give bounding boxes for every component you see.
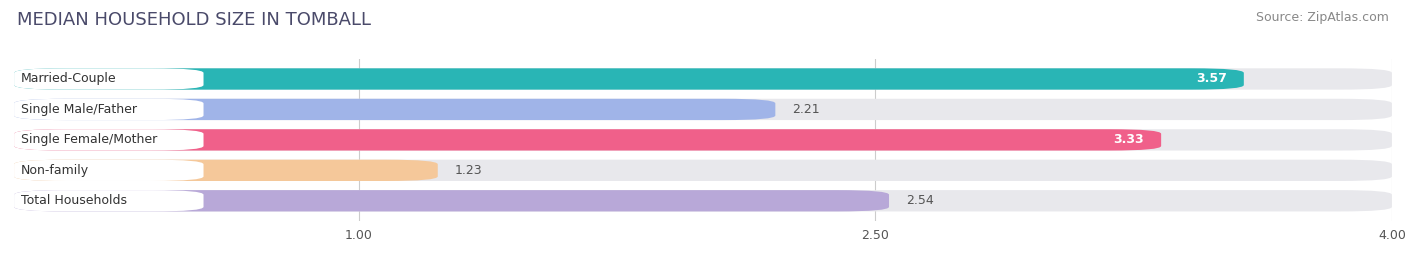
Text: Source: ZipAtlas.com: Source: ZipAtlas.com <box>1256 11 1389 24</box>
Text: 2.21: 2.21 <box>793 103 820 116</box>
FancyBboxPatch shape <box>14 68 1392 90</box>
Text: 2.54: 2.54 <box>907 194 934 207</box>
FancyBboxPatch shape <box>14 68 1244 90</box>
FancyBboxPatch shape <box>14 129 204 151</box>
FancyBboxPatch shape <box>14 129 1392 151</box>
FancyBboxPatch shape <box>14 99 1392 120</box>
FancyBboxPatch shape <box>14 190 889 211</box>
FancyBboxPatch shape <box>14 129 1161 151</box>
Text: Married-Couple: Married-Couple <box>21 72 117 86</box>
Text: MEDIAN HOUSEHOLD SIZE IN TOMBALL: MEDIAN HOUSEHOLD SIZE IN TOMBALL <box>17 11 371 29</box>
FancyBboxPatch shape <box>14 160 437 181</box>
Text: 1.23: 1.23 <box>456 164 482 177</box>
Text: 3.57: 3.57 <box>1195 72 1226 86</box>
FancyBboxPatch shape <box>14 68 204 90</box>
Text: Non-family: Non-family <box>21 164 89 177</box>
FancyBboxPatch shape <box>14 190 204 211</box>
FancyBboxPatch shape <box>14 160 1392 181</box>
FancyBboxPatch shape <box>14 190 1392 211</box>
FancyBboxPatch shape <box>14 99 204 120</box>
Text: Single Female/Mother: Single Female/Mother <box>21 133 157 146</box>
FancyBboxPatch shape <box>14 99 775 120</box>
Text: Total Households: Total Households <box>21 194 127 207</box>
Text: Single Male/Father: Single Male/Father <box>21 103 136 116</box>
FancyBboxPatch shape <box>14 160 204 181</box>
Text: 3.33: 3.33 <box>1114 133 1144 146</box>
